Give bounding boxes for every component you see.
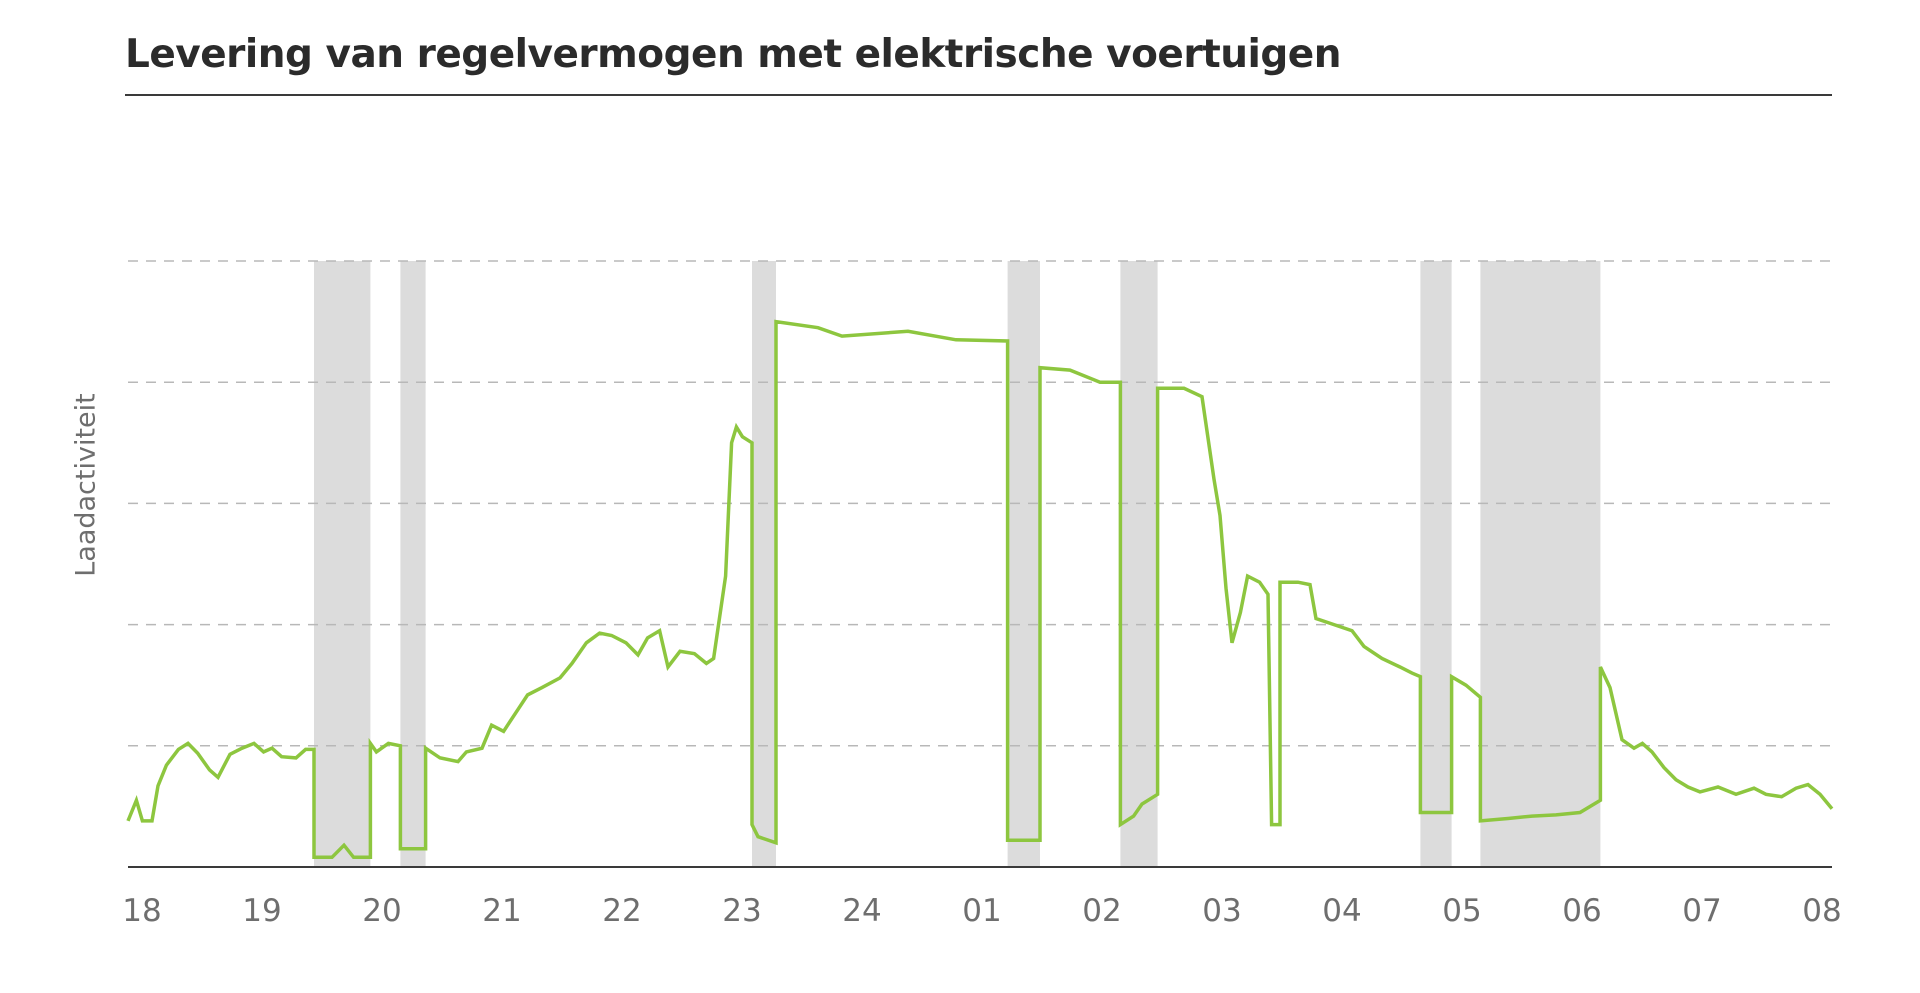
x-tick-label: 07 [1682, 893, 1721, 929]
x-tick-labels: 18 19 20 21 22 23 24 01 02 03 04 05 06 07 08 [122, 893, 1841, 929]
x-tick-label: 20 [362, 893, 401, 929]
x-tick-label: 23 [722, 893, 761, 929]
gridlines [128, 260, 1832, 747]
shaded-interval-4 [1120, 261, 1158, 867]
x-tick-label: 04 [1322, 893, 1361, 929]
series-line-0 [126, 319, 1834, 860]
x-tick-label: 21 [482, 893, 521, 929]
shaded-interval-1 [400, 261, 426, 867]
x-tick-label: 22 [602, 893, 641, 929]
shaded-interval-3 [1007, 261, 1040, 867]
data-series [126, 319, 1834, 860]
shaded-interval-6 [1480, 261, 1601, 867]
shaded-interval-2 [752, 261, 776, 867]
x-tick-label: 08 [1802, 893, 1841, 929]
x-tick-label: 18 [122, 893, 161, 929]
x-tick-label: 19 [242, 893, 281, 929]
title-underline [125, 94, 1832, 96]
shaded-interval-0 [314, 261, 371, 867]
x-tick-label: 02 [1082, 893, 1121, 929]
x-tick-label: 24 [842, 893, 881, 929]
x-tick-label: 05 [1442, 893, 1481, 929]
shaded-intervals [314, 261, 1601, 867]
x-tick-label: 06 [1562, 893, 1601, 929]
chart-title: Levering van regelvermogen met elektrisc… [125, 32, 1341, 77]
x-tick-label: 01 [962, 893, 1001, 929]
shaded-interval-5 [1420, 261, 1452, 867]
x-tick-label: 03 [1202, 893, 1241, 929]
